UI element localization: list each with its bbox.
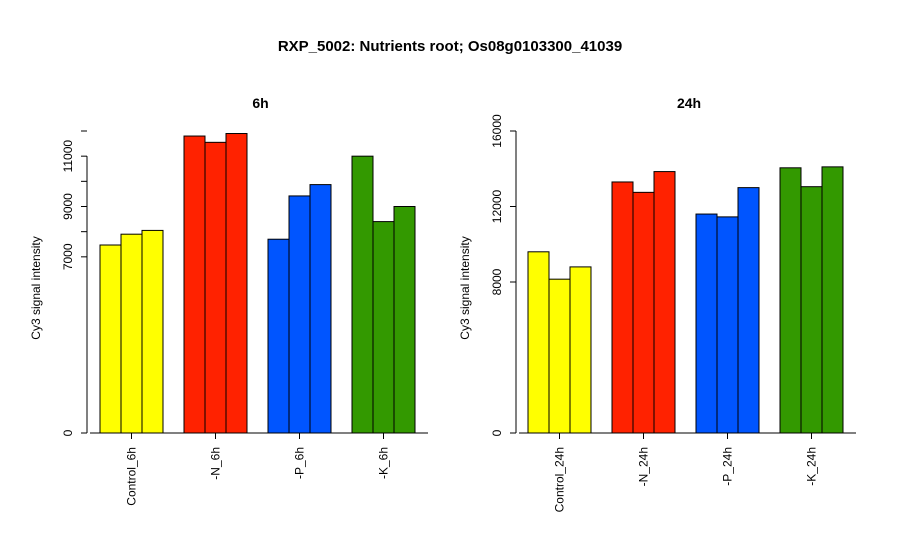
bar <box>548 278 571 434</box>
category-label: -N_6h <box>209 447 223 480</box>
bar <box>372 221 395 434</box>
bar <box>779 167 802 434</box>
bar <box>716 216 739 434</box>
bar <box>204 141 227 434</box>
y-tick-label: 0 <box>61 429 75 436</box>
bar <box>821 166 844 434</box>
bar <box>288 195 311 434</box>
category-label: Control_6h <box>125 447 139 506</box>
y-tick-label: 9000 <box>61 193 75 220</box>
category-label: -K_24h <box>805 447 819 486</box>
y-axis-label: Cy3 signal intensity <box>458 236 472 339</box>
category-label: Control_24h <box>553 447 567 512</box>
category-label: -N_24h <box>637 447 651 486</box>
y-tick-label: 0 <box>490 429 504 436</box>
category-label: -P_6h <box>293 447 307 479</box>
bar <box>632 191 655 434</box>
bar <box>225 133 248 434</box>
category-label: -P_24h <box>721 447 735 486</box>
panel-title: 6h <box>252 95 268 111</box>
y-tick-label: 16000 <box>490 114 504 148</box>
y-tick-label: 11000 <box>61 140 75 173</box>
category-label: -K_6h <box>377 447 391 479</box>
bar <box>267 238 290 434</box>
bar <box>141 229 164 434</box>
panel-6h: 6h Control_6h -N_6h -P_6h -K_6h 0 7000 9000 1100… <box>29 95 428 506</box>
panel-24h: 24h Control_24h -N_24h -P_24h -K_24h 0 8000 120… <box>458 95 856 512</box>
bar <box>393 206 416 434</box>
figure-title: RXP_5002: Nutrients root; Os08g0103300_4… <box>277 38 623 55</box>
bar <box>183 135 206 434</box>
bar <box>611 181 634 434</box>
bar <box>527 251 550 434</box>
bar <box>653 171 676 434</box>
bar <box>737 187 760 434</box>
bar <box>695 213 718 434</box>
bar <box>800 186 823 434</box>
y-tick-label: 7000 <box>61 243 75 270</box>
y-axis-label: Cy3 signal intensity <box>29 236 43 339</box>
y-tick-label: 12000 <box>490 189 504 223</box>
bar <box>120 233 143 434</box>
y-tick-label: 8000 <box>490 268 504 295</box>
bar <box>309 184 332 434</box>
bar <box>569 266 592 434</box>
bar <box>351 155 374 434</box>
panel-title: 24h <box>677 95 701 111</box>
bar <box>99 244 122 434</box>
